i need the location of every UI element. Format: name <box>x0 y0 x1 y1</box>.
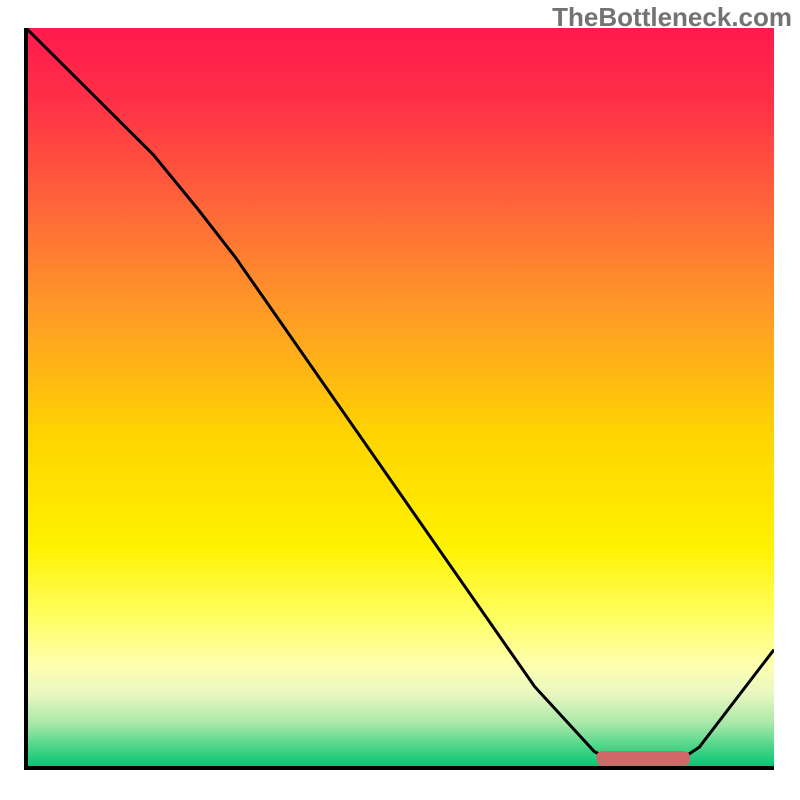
chart-container: TheBottleneck.com <box>0 0 800 800</box>
watermark-text: TheBottleneck.com <box>552 2 792 33</box>
plot-area <box>26 28 774 768</box>
bottleneck-chart <box>0 0 800 800</box>
optimal-range-marker <box>596 751 690 766</box>
